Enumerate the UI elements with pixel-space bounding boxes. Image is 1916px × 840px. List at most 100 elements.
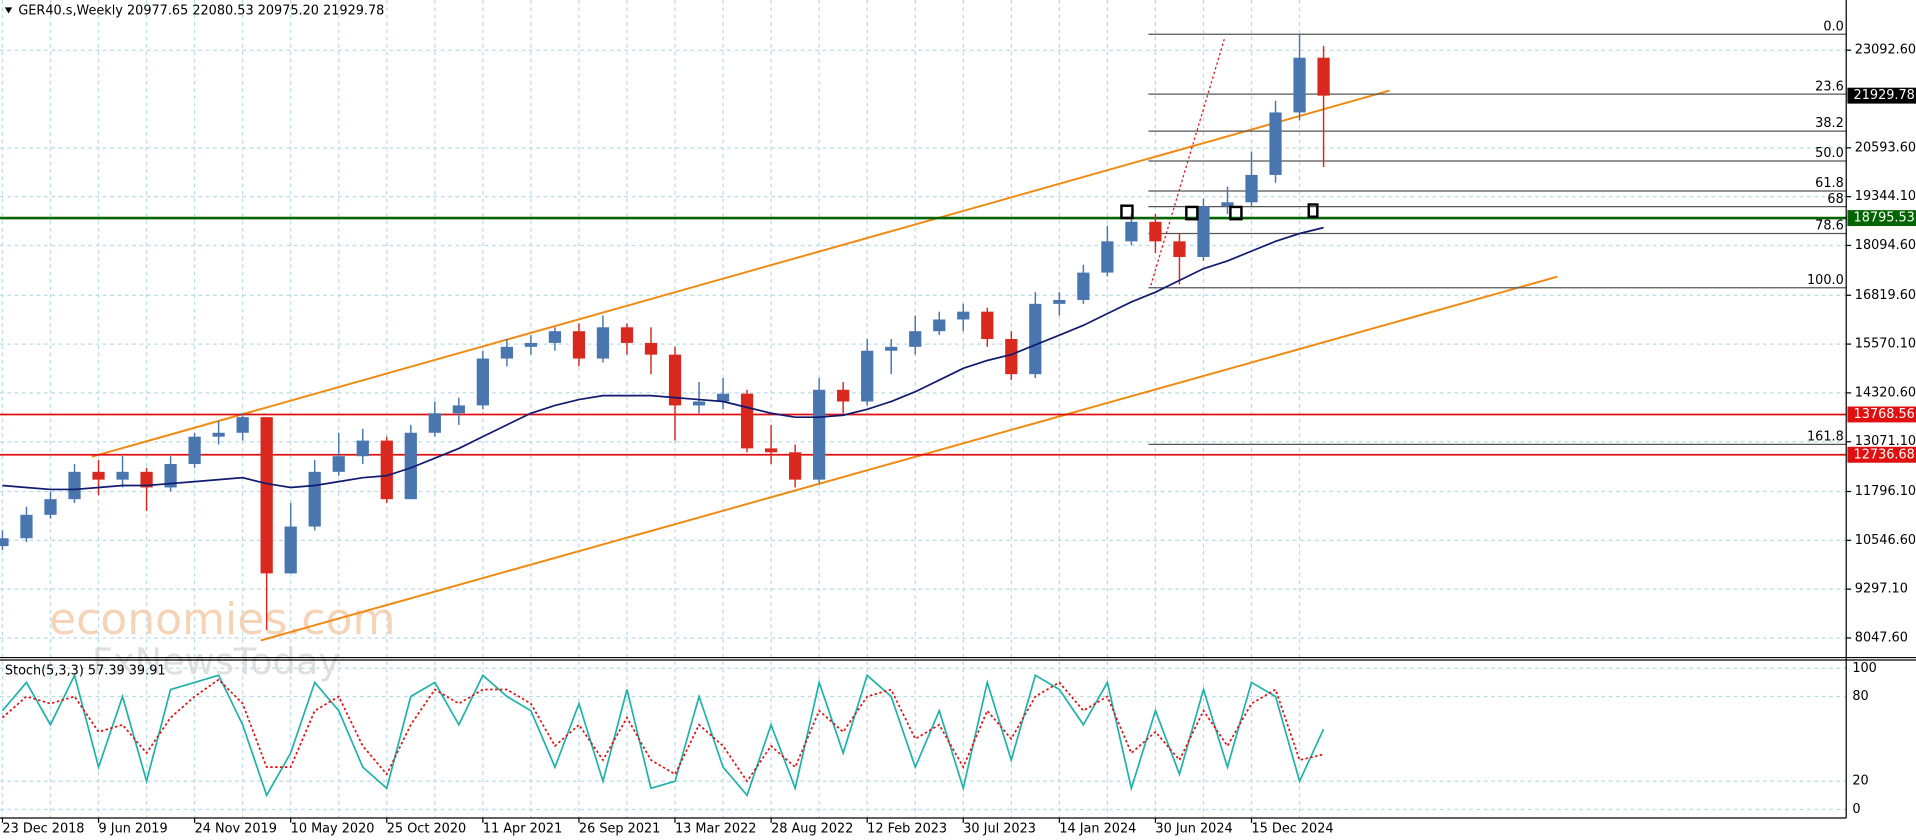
x-tick-label: 30 Jul 2023 (963, 821, 1036, 836)
candle-body (572, 331, 586, 359)
channel-upper (91, 89, 1390, 458)
fib-label: 100.0 (1807, 273, 1844, 288)
marker (1229, 205, 1243, 221)
candle-body (1293, 57, 1306, 113)
candle-body (861, 350, 874, 402)
level-label-box (1847, 210, 1916, 227)
fib-label: 68 (1827, 192, 1843, 207)
stoch-title: Stoch(5,3,3) 57.39 39.91 (5, 664, 166, 679)
candle-body (1125, 221, 1138, 242)
y-tick-label: 8047.60 (1855, 630, 1908, 645)
x-tick-label: 13 Mar 2022 (675, 821, 756, 836)
candle-body (1173, 241, 1186, 257)
fib-label: 38.2 (1815, 116, 1844, 131)
marker (1307, 203, 1319, 218)
fib-label: 23.6 (1815, 79, 1844, 94)
candle-body (260, 417, 273, 574)
candle-body (284, 526, 297, 574)
x-tick-label: 15 Dec 2024 (1252, 821, 1334, 836)
y-tick-label: 18094.60 (1855, 238, 1916, 253)
candle-body (308, 471, 321, 527)
marks (0, 33, 1847, 798)
grid (0, 0, 1847, 818)
candle-body (1197, 206, 1210, 257)
candle-body (116, 471, 129, 480)
x-tick-label: 10 May 2020 (291, 821, 375, 836)
level-label-box (1847, 87, 1916, 104)
level-label: 21929.78 (1854, 88, 1915, 103)
level-label: 13768.56 (1854, 407, 1915, 422)
x-tick-label: 28 Aug 2022 (771, 821, 853, 836)
candle-body (764, 448, 778, 453)
candle-body (476, 358, 489, 406)
y-tick-label: 20593.60 (1855, 140, 1916, 155)
candle-body (20, 514, 33, 539)
stoch-tick-label: 20 (1852, 774, 1868, 789)
candle-body (92, 471, 105, 480)
candle-body (837, 389, 850, 402)
y-tick-label: 13071.10 (1855, 434, 1916, 449)
x-tick-label: 12 Feb 2023 (867, 821, 947, 836)
x-tick-label: 11 Apr 2021 (483, 821, 562, 836)
y-tick-label: 15570.10 (1855, 337, 1916, 352)
candle-body (620, 327, 634, 343)
level-label: 18795.53 (1854, 211, 1915, 226)
stoch-tick-label: 80 (1852, 689, 1868, 704)
candle-body (692, 401, 706, 406)
candle-body (452, 405, 465, 414)
candle-body (957, 311, 970, 320)
y-tick-label: 19344.10 (1855, 189, 1916, 204)
y-tick-label: 10546.60 (1855, 533, 1916, 548)
candle-body (68, 471, 81, 500)
candle-body (981, 311, 994, 340)
y-tick-label: 14320.60 (1855, 385, 1916, 400)
level-label-box (1847, 446, 1916, 463)
y-tick-label: 11796.10 (1855, 484, 1916, 499)
stoch-tick-label: 0 (1852, 802, 1860, 817)
stoch-k (1, 672, 1325, 798)
markers (1120, 203, 1319, 221)
candle-body (668, 354, 682, 406)
menu-arrow[interactable] (4, 7, 13, 14)
candle-body (1221, 202, 1234, 207)
candle-body (500, 346, 513, 359)
fib-label: 61.8 (1815, 176, 1844, 191)
candle-body (524, 342, 538, 347)
marker (1185, 205, 1199, 221)
candle-body (140, 471, 153, 488)
y-tick-label: 9297.10 (1855, 582, 1908, 597)
candle-body (548, 331, 562, 343)
moving-average (2, 226, 1324, 491)
candle-body (1053, 299, 1066, 304)
candle-body (428, 413, 441, 433)
candle-body (909, 331, 922, 347)
channel-lower (260, 275, 1558, 642)
candle-body (813, 389, 826, 480)
x-tick-label: 23 Dec 2018 (2, 821, 84, 836)
fib-label: 50.0 (1815, 146, 1844, 161)
level-label: 12736.68 (1854, 447, 1915, 462)
fib-label: 78.6 (1815, 219, 1844, 234)
candle-body (380, 440, 393, 500)
candle-body (164, 464, 177, 488)
x-tick-label: 25 Oct 2020 (387, 821, 466, 836)
candle-body (212, 432, 225, 437)
x-tick-label: 26 Sep 2021 (579, 821, 660, 836)
candle-body (404, 432, 417, 500)
candle-body (1149, 221, 1162, 242)
x-tick-label: 30 Jun 2024 (1155, 821, 1232, 836)
candle-body (0, 538, 9, 547)
x-tick-label: 9 Jun 2019 (99, 821, 168, 836)
candle-body (1101, 241, 1114, 273)
y-tick-label: 23092.60 (1855, 43, 1916, 58)
watermark: economies.com (49, 594, 396, 645)
candle-body (1317, 57, 1330, 96)
x-tick-label: 24 Nov 2019 (195, 821, 277, 836)
candle-body (188, 436, 201, 465)
candle-body (644, 342, 658, 355)
level-label-box (1847, 406, 1916, 423)
chart-title: GER40.s,Weekly 20977.65 22080.53 20975.2… (18, 4, 384, 19)
marker (1120, 204, 1134, 220)
